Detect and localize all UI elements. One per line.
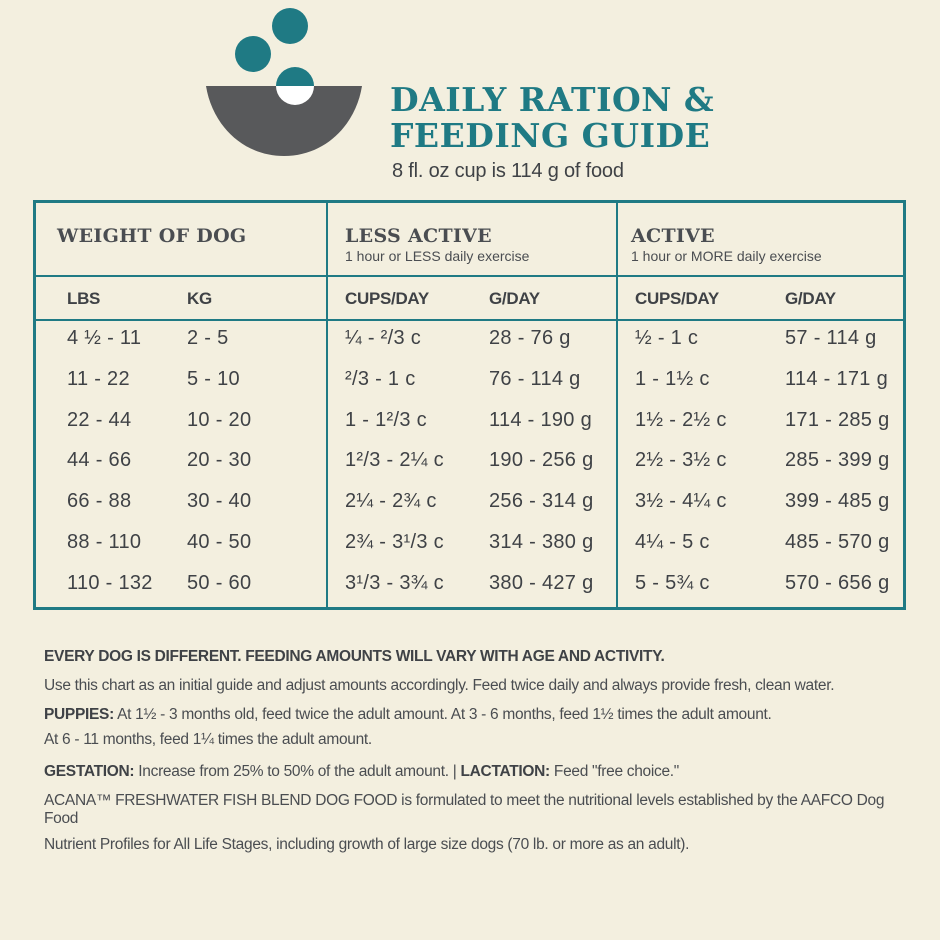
kibble-left-icon [235, 36, 271, 72]
table-cell-cups-less: ¼ - ²/3 c [345, 327, 422, 349]
group-title-active: ACTIVE [631, 225, 715, 247]
table-cell-lbs: 88 - 110 [67, 531, 142, 553]
table-cell-grams-less: 380 - 427 g [489, 571, 594, 594]
table-cell-grams-active: 171 - 285 g [785, 408, 890, 431]
group-title-less-active: LESS ACTIVE [345, 225, 492, 247]
group-subtitle-less-active: 1 hour or LESS daily exercise [345, 248, 530, 264]
table-cell-kg: 2 - 5 [187, 327, 229, 349]
table-cell-lbs: 110 - 132 [67, 571, 153, 594]
table-cell-grams-less: 76 - 114 g [489, 367, 581, 390]
lactation-text: Feed "free choice." [549, 763, 679, 780]
column-header-cups-less: CUPS/DAY [345, 289, 429, 308]
table-cell-cups-less: 1²/3 - 2¼ c [345, 449, 444, 472]
divider-horizontal-2 [36, 319, 903, 321]
table-cell-cups-less: 3¹/3 - 3¾ c [345, 571, 444, 594]
bowl-icon [206, 86, 362, 156]
notes-puppies-2: At 6 - 11 months, feed 1¼ times the adul… [44, 731, 372, 748]
title-line-2: FEEDING GUIDE [390, 116, 711, 155]
title-line-1: DAILY RATION & [390, 80, 715, 119]
feeding-notes: EVERY DOG IS DIFFERENT. FEEDING AMOUNTS … [44, 648, 914, 854]
page-subtitle: 8 fl. oz cup is 114 g of food [392, 160, 624, 182]
table-cell-lbs: 66 - 88 [67, 490, 132, 513]
table-cell-kg: 30 - 40 [187, 490, 252, 513]
table-cell-grams-less: 256 - 314 g [489, 490, 594, 513]
kibble-top-icon [272, 8, 308, 44]
lactation-label: LACTATION: [460, 763, 551, 780]
table-cell-cups-less: 1 - 1²/3 c [345, 408, 427, 431]
notes-puppies: PUPPIES: At 1½ - 3 months old, feed twic… [44, 706, 914, 724]
notes-gestation: GESTATION: Increase from 25% to 50% of t… [44, 763, 914, 781]
table-cell-kg: 10 - 20 [187, 408, 252, 431]
gestation-text: Increase from 25% to 50% of the adult am… [134, 763, 461, 780]
gestation-label: GESTATION: [44, 763, 135, 780]
table-cell-cups-active: 1½ - 2½ c [635, 408, 727, 431]
bowl-with-kibble-icon [206, 8, 362, 156]
divider-horizontal-1 [36, 275, 903, 277]
puppies-label: PUPPIES: [44, 706, 114, 723]
feeding-table: WEIGHT OF DOG LESS ACTIVE 1 hour or LESS… [33, 200, 906, 610]
table-cell-kg: 5 - 10 [187, 367, 240, 390]
group-title-weight: WEIGHT OF DOG [57, 225, 247, 247]
puppies-text: At 1½ - 3 months old, feed twice the adu… [113, 706, 772, 723]
table-cell-lbs: 44 - 66 [67, 449, 132, 472]
column-header-lbs: LBS [67, 289, 101, 308]
table-cell-kg: 40 - 50 [187, 531, 252, 553]
table-cell-grams-less: 114 - 190 g [489, 408, 593, 431]
table-cell-cups-active: 4¼ - 5 c [635, 531, 710, 553]
table-cell-grams-active: 570 - 656 g [785, 571, 890, 594]
divider-vertical-2 [616, 203, 618, 607]
table-cell-cups-active: 1 - 1½ c [635, 367, 710, 390]
notes-heading: EVERY DOG IS DIFFERENT. FEEDING AMOUNTS … [44, 648, 665, 665]
notes-intro: Use this chart as an initial guide and a… [44, 677, 835, 694]
column-header-kg: KG [187, 289, 212, 308]
table-cell-grams-less: 190 - 256 g [489, 449, 594, 472]
table-cell-cups-less: 2¼ - 2¾ c [345, 490, 437, 513]
table-cell-cups-active: 2½ - 3½ c [635, 449, 727, 472]
page-title: DAILY RATION & FEEDING GUIDE [390, 82, 714, 154]
column-header-grams-active: G/DAY [785, 289, 836, 308]
column-header-grams-less: G/DAY [489, 289, 540, 308]
notes-aafco-1: ACANA™ FRESHWATER FISH BLEND DOG FOOD is… [44, 792, 885, 827]
table-cell-kg: 50 - 60 [187, 571, 252, 594]
table-cell-grams-active: 285 - 399 g [785, 449, 890, 472]
table-cell-kg: 20 - 30 [187, 449, 252, 472]
table-cell-lbs: 4 ½ - 11 [67, 327, 142, 349]
table-cell-lbs: 22 - 44 [67, 408, 132, 431]
table-cell-cups-less: 2¾ - 3¹/3 c [345, 531, 444, 553]
table-cell-cups-active: ½ - 1 c [635, 327, 699, 349]
table-cell-grams-less: 314 - 380 g [489, 531, 594, 553]
column-header-cups-active: CUPS/DAY [635, 289, 719, 308]
table-cell-grams-active: 399 - 485 g [785, 490, 890, 513]
group-subtitle-active: 1 hour or MORE daily exercise [631, 248, 822, 264]
table-cell-cups-active: 5 - 5¾ c [635, 571, 710, 594]
table-cell-grams-active: 485 - 570 g [785, 531, 890, 553]
table-cell-cups-less: ²/3 - 1 c [345, 367, 416, 390]
table-cell-grams-active: 57 - 114 g [785, 327, 877, 349]
notes-aafco-2: Nutrient Profiles for All Life Stages, i… [44, 836, 690, 853]
table-cell-grams-less: 28 - 76 g [489, 327, 571, 349]
divider-vertical-1 [326, 203, 328, 607]
table-cell-grams-active: 114 - 171 g [785, 367, 889, 390]
table-cell-lbs: 11 - 22 [67, 367, 130, 390]
table-cell-cups-active: 3½ - 4¼ c [635, 490, 727, 513]
